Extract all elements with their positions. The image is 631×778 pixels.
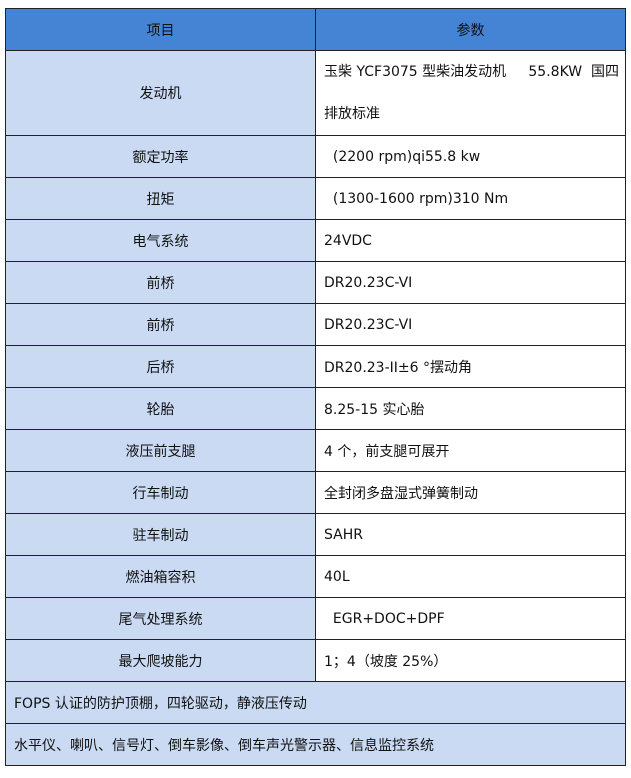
- table-row: 行车制动 全封闭多盘湿式弹簧制动: [5, 471, 626, 514]
- note-row: FOPS 认证的防护顶棚，四轮驱动，静液压传动: [5, 681, 626, 724]
- row-item: 发动机: [5, 50, 316, 136]
- row-item: 电气系统: [5, 219, 316, 262]
- header-param: 参数: [315, 8, 626, 51]
- table-row: 燃油箱容积 40L: [5, 555, 626, 598]
- note-text: 水平仪、喇叭、信号灯、倒车影像、倒车声光警示器、信息监控系统: [5, 723, 626, 766]
- row-item: 轮胎: [5, 387, 316, 430]
- table-row: 后桥 DR20.23-II±6 °摆动角: [5, 345, 626, 388]
- table-row: 前桥 DR20.23C-VI: [5, 303, 626, 346]
- row-value: 玉柴 YCF3075 型柴油发动机 55.8KW 国四排放标准: [315, 50, 626, 136]
- header-item: 项目: [5, 8, 316, 51]
- table-row: 发动机 玉柴 YCF3075 型柴油发动机 55.8KW 国四排放标准: [5, 50, 626, 136]
- table-row: 最大爬坡能力 1；4（坡度 25%）: [5, 639, 626, 682]
- row-item: 前桥: [5, 303, 316, 346]
- row-value: 8.25-15 实心胎: [315, 387, 626, 430]
- row-item: 前桥: [5, 261, 316, 304]
- row-value: DR20.23C-VI: [315, 261, 626, 304]
- note-text: FOPS 认证的防护顶棚，四轮驱动，静液压传动: [5, 681, 626, 724]
- row-item: 最大爬坡能力: [5, 639, 316, 682]
- row-value: 全封闭多盘湿式弹簧制动: [315, 471, 626, 514]
- row-item: 驻车制动: [5, 513, 316, 556]
- row-value: 1；4（坡度 25%）: [315, 639, 626, 682]
- row-value: DR20.23-II±6 °摆动角: [315, 345, 626, 388]
- table-row: 驻车制动 SAHR: [5, 513, 626, 556]
- table-row: 液压前支腿 4 个，前支腿可展开: [5, 429, 626, 472]
- row-item: 行车制动: [5, 471, 316, 514]
- row-value: 4 个，前支腿可展开: [315, 429, 626, 472]
- table-row: 轮胎 8.25-15 实心胎: [5, 387, 626, 430]
- row-item: 燃油箱容积: [5, 555, 316, 598]
- row-item: 尾气处理系统: [5, 597, 316, 640]
- row-value: 24VDC: [315, 219, 626, 262]
- row-item: 液压前支腿: [5, 429, 316, 472]
- table-row: 扭矩 (1300-1600 rpm)310 Nm: [5, 177, 626, 220]
- row-item: 后桥: [5, 345, 316, 388]
- row-value: EGR+DOC+DPF: [315, 597, 626, 640]
- row-item: 额定功率: [5, 135, 316, 178]
- row-value: SAHR: [315, 513, 626, 556]
- row-value: DR20.23C-VI: [315, 303, 626, 346]
- table-header: 项目 参数: [5, 8, 626, 51]
- row-item: 扭矩: [5, 177, 316, 220]
- table-row: 前桥 DR20.23C-VI: [5, 261, 626, 304]
- row-value: 40L: [315, 555, 626, 598]
- spec-table: 项目 参数 发动机 玉柴 YCF3075 型柴油发动机 55.8KW 国四排放标准…: [5, 8, 626, 766]
- note-row: 水平仪、喇叭、信号灯、倒车影像、倒车声光警示器、信息监控系统: [5, 723, 626, 766]
- row-value: (1300-1600 rpm)310 Nm: [315, 177, 626, 220]
- table-row: 尾气处理系统 EGR+DOC+DPF: [5, 597, 626, 640]
- row-value: (2200 rpm)qi55.8 kw: [315, 135, 626, 178]
- table-row: 额定功率 (2200 rpm)qi55.8 kw: [5, 135, 626, 178]
- table-row: 电气系统 24VDC: [5, 219, 626, 262]
